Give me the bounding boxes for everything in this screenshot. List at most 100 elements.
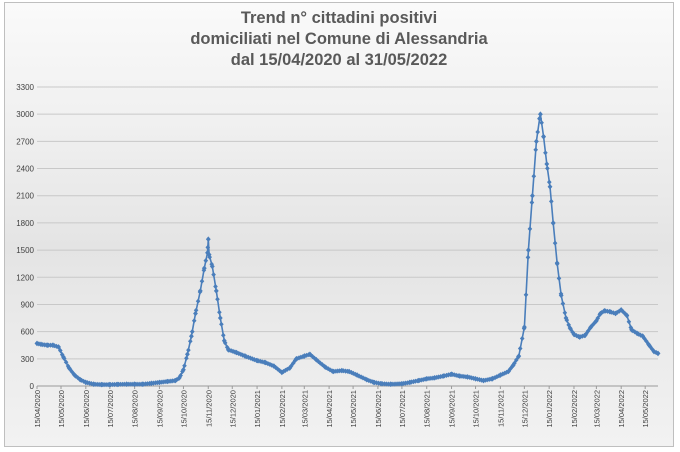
data-point-marker bbox=[296, 355, 302, 361]
data-point bbox=[157, 379, 162, 386]
data-point bbox=[655, 350, 661, 357]
data-point-marker bbox=[517, 345, 523, 352]
data-point bbox=[83, 379, 89, 386]
data-point bbox=[313, 356, 319, 363]
data-point bbox=[209, 263, 215, 270]
data-point-marker bbox=[360, 375, 366, 381]
data-point-marker bbox=[58, 347, 63, 354]
series-markers bbox=[34, 111, 661, 388]
data-point-marker bbox=[444, 372, 449, 378]
data-point-marker bbox=[283, 367, 288, 373]
data-point bbox=[242, 353, 248, 359]
data-point-marker bbox=[622, 311, 628, 317]
data-point bbox=[354, 372, 360, 378]
data-point bbox=[77, 376, 83, 383]
data-point-marker bbox=[248, 355, 253, 361]
data-point bbox=[432, 375, 438, 381]
x-tick-label: 15/03/2021 bbox=[300, 390, 309, 428]
data-point bbox=[197, 288, 203, 294]
data-point-marker bbox=[205, 244, 211, 250]
data-point bbox=[416, 377, 422, 384]
data-point bbox=[547, 183, 553, 190]
data-point bbox=[554, 260, 560, 267]
data-point bbox=[449, 371, 454, 377]
data-point-marker bbox=[189, 329, 195, 335]
x-tick-label: 15/11/2021 bbox=[496, 390, 505, 427]
y-tick-label: 1200 bbox=[16, 273, 34, 282]
x-tick-label: 15/04/2022 bbox=[617, 390, 626, 428]
y-tick-label: 0 bbox=[30, 382, 35, 391]
data-point-marker bbox=[195, 298, 201, 304]
y-tick-label: 600 bbox=[21, 328, 35, 337]
data-point bbox=[530, 192, 535, 199]
data-point-marker bbox=[81, 378, 86, 384]
data-point bbox=[38, 341, 44, 348]
data-point bbox=[481, 377, 486, 384]
data-point bbox=[346, 368, 352, 375]
data-point-marker bbox=[556, 275, 562, 281]
data-point-marker bbox=[65, 363, 71, 369]
data-point bbox=[534, 138, 539, 145]
data-point bbox=[571, 331, 577, 338]
data-point bbox=[225, 347, 231, 353]
data-point-marker bbox=[310, 354, 315, 360]
data-point-marker bbox=[545, 165, 550, 171]
data-point bbox=[262, 359, 268, 366]
x-tick-label: 15/05/2022 bbox=[641, 390, 650, 428]
data-point-marker bbox=[446, 372, 451, 378]
x-tick-label: 15/09/2021 bbox=[448, 390, 457, 428]
data-point-marker bbox=[290, 360, 296, 366]
data-point-marker bbox=[477, 377, 482, 383]
data-point bbox=[50, 342, 56, 348]
x-tick-label: 15/09/2020 bbox=[155, 390, 164, 428]
data-point-marker bbox=[277, 368, 282, 374]
data-point-marker bbox=[413, 378, 418, 384]
data-point bbox=[629, 327, 634, 333]
data-point-marker bbox=[191, 318, 197, 324]
x-tick-label: 15/02/2022 bbox=[570, 390, 579, 428]
x-tick-label: 15/06/2021 bbox=[374, 390, 383, 428]
x-tick-label: 15/10/2020 bbox=[179, 390, 188, 428]
data-point bbox=[563, 315, 569, 321]
data-point bbox=[473, 376, 478, 382]
data-point-marker bbox=[527, 226, 533, 232]
data-point bbox=[544, 161, 550, 167]
data-point bbox=[206, 251, 212, 258]
data-point bbox=[594, 318, 599, 324]
data-point bbox=[640, 333, 646, 339]
x-tick-label: 15/01/2021 bbox=[253, 390, 262, 428]
data-point bbox=[177, 375, 182, 381]
data-point-marker bbox=[188, 338, 193, 344]
data-point-marker bbox=[591, 320, 597, 327]
data-point-marker bbox=[529, 199, 535, 206]
x-tick-label: 15/10/2021 bbox=[472, 390, 481, 428]
data-point-marker bbox=[574, 333, 579, 339]
data-point-marker bbox=[562, 310, 568, 316]
data-point-marker bbox=[222, 340, 228, 346]
data-point bbox=[205, 250, 210, 256]
data-point bbox=[550, 220, 556, 226]
data-point bbox=[189, 333, 194, 339]
data-point-marker bbox=[318, 360, 323, 366]
data-point bbox=[371, 379, 377, 386]
x-tick-label: 15/07/2021 bbox=[398, 390, 407, 428]
data-point-marker bbox=[539, 120, 544, 126]
data-point bbox=[213, 288, 219, 294]
y-tick-label: 1500 bbox=[16, 246, 34, 255]
data-point-marker bbox=[514, 357, 519, 363]
data-point-marker bbox=[207, 254, 212, 260]
data-point-marker bbox=[184, 355, 189, 361]
y-tick-label: 3000 bbox=[16, 110, 34, 119]
data-point bbox=[185, 351, 190, 358]
data-point bbox=[91, 381, 97, 387]
data-point bbox=[646, 342, 652, 348]
data-point bbox=[602, 308, 607, 314]
data-point-marker bbox=[259, 359, 265, 365]
data-point-marker bbox=[285, 366, 290, 372]
data-point bbox=[45, 342, 50, 348]
y-tick-label: 3300 bbox=[16, 83, 34, 92]
data-point bbox=[181, 366, 186, 373]
y-tick-label: 2100 bbox=[16, 192, 34, 201]
data-point bbox=[457, 373, 462, 379]
data-point-marker bbox=[492, 375, 498, 381]
